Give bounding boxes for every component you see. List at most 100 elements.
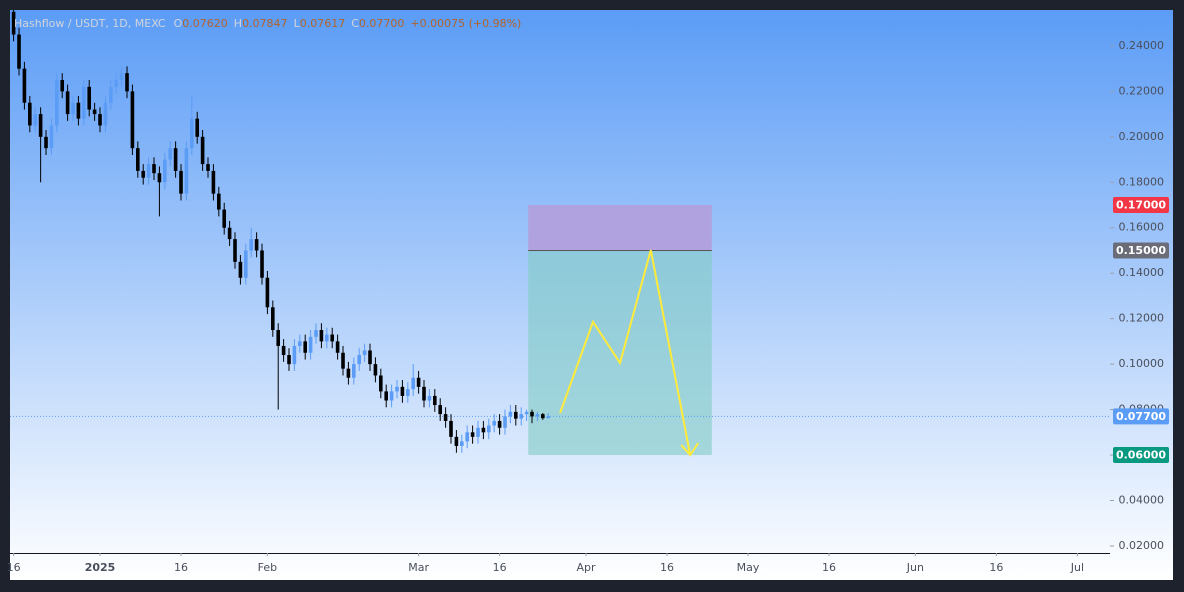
candle-body <box>541 414 545 419</box>
x-tick-label: 16 <box>989 561 1003 574</box>
candle-body <box>454 436 459 446</box>
x-tick-label: Jun <box>906 561 924 574</box>
axes: 0.020000.040000.060000.080000.100000.120… <box>7 39 1169 574</box>
candle-body <box>190 118 194 149</box>
candle-body <box>244 250 248 278</box>
x-tick-label: 16 <box>174 561 188 574</box>
ohlc-key: H <box>234 17 242 30</box>
candle-body <box>535 414 540 417</box>
y-tick-label: 0.14000 <box>1119 266 1165 279</box>
candle-body <box>298 341 302 346</box>
y-tick-label: 0.02000 <box>1119 539 1165 552</box>
candle-body <box>71 102 75 115</box>
candle-body <box>303 341 308 353</box>
candle-body <box>530 411 534 417</box>
candle-body <box>449 420 453 437</box>
y-tick-label: 0.24000 <box>1119 39 1165 52</box>
candle-body <box>22 68 27 103</box>
candle-body <box>546 416 551 419</box>
candle-body <box>465 432 470 442</box>
y-tick-label: 0.10000 <box>1119 357 1165 370</box>
target-zone <box>528 250 712 456</box>
ohlc-value: 0.07617 <box>300 17 346 30</box>
candle-body <box>357 355 362 365</box>
price-label: 0.06000 <box>1116 449 1166 462</box>
candle-body <box>481 427 486 433</box>
legend-header: Hashflow / USDT, 1D, MEXC O0.07620 H0.0784… <box>14 17 521 30</box>
ohlc-key: C <box>351 17 359 30</box>
candle-body <box>400 386 405 396</box>
x-tick-label: Apr <box>576 561 596 574</box>
candle-body <box>249 239 254 251</box>
candle-body <box>416 377 421 387</box>
candle-body <box>17 34 21 69</box>
y-tick-label: 0.04000 <box>1119 493 1165 506</box>
price-label: 0.17000 <box>1116 199 1166 212</box>
candle-body <box>292 345 297 365</box>
price-label: 0.07700 <box>1116 410 1166 423</box>
candle-body <box>389 391 394 401</box>
candle-body <box>287 355 291 365</box>
candle-body <box>173 148 178 171</box>
price-label-box <box>1113 197 1169 214</box>
candle-body <box>260 250 264 278</box>
candle-body <box>109 86 113 103</box>
candle-body <box>470 432 475 437</box>
candle-body <box>341 352 345 369</box>
candle-body <box>49 125 54 149</box>
candle-body <box>65 91 70 115</box>
candle-body <box>130 91 135 149</box>
ohlc-value: 0.07700 <box>359 17 405 30</box>
candle-body <box>346 368 351 378</box>
candle-body <box>98 114 102 126</box>
ohlc-value: 0.07620 <box>182 17 228 30</box>
candle-body <box>254 239 259 251</box>
candle-body <box>238 261 243 278</box>
title: Hashflow / USDT, 1D, MEXC <box>14 17 166 30</box>
projection-arrowhead <box>680 442 700 457</box>
candle-body <box>427 395 432 401</box>
candle-body <box>335 341 340 353</box>
candle-body <box>211 170 216 194</box>
candle-body <box>325 334 329 342</box>
ohlc-key: O <box>174 17 183 30</box>
candle-body <box>352 364 356 378</box>
candle-body <box>92 109 97 115</box>
candle-body <box>152 164 156 174</box>
candle-body <box>33 114 38 126</box>
candle-body <box>227 227 232 240</box>
candle-body <box>362 350 367 356</box>
candle-body <box>206 164 210 171</box>
y-tick-label: 0.20000 <box>1119 130 1165 143</box>
x-tick-label: 2025 <box>85 561 116 574</box>
candle-body <box>195 118 200 137</box>
candle-body <box>163 159 167 183</box>
y-tick-label: 0.22000 <box>1119 84 1165 97</box>
x-tick-label: 16 <box>660 561 674 574</box>
price-label-box <box>1113 242 1169 259</box>
candle-body <box>114 80 119 87</box>
candle-body <box>82 86 86 119</box>
candle-body <box>368 350 372 365</box>
candle-body <box>487 425 491 433</box>
candle-body <box>319 330 324 342</box>
candle-body <box>125 73 129 92</box>
candle-body <box>384 391 389 401</box>
candle-body <box>524 411 529 415</box>
candle-body <box>38 114 43 137</box>
candle-body <box>11 11 16 35</box>
candle-body <box>373 364 378 376</box>
candle-body <box>76 102 81 119</box>
candle-body <box>60 80 65 92</box>
x-tick-label: 16 <box>493 561 507 574</box>
y-tick-label: 0.16000 <box>1119 221 1165 234</box>
candle-body <box>157 173 162 183</box>
candle-body <box>281 345 286 356</box>
candle-body <box>519 414 524 419</box>
candle-body <box>497 420 502 428</box>
candle-body <box>265 277 270 308</box>
candle-body <box>103 102 108 126</box>
candle-body <box>508 411 513 417</box>
